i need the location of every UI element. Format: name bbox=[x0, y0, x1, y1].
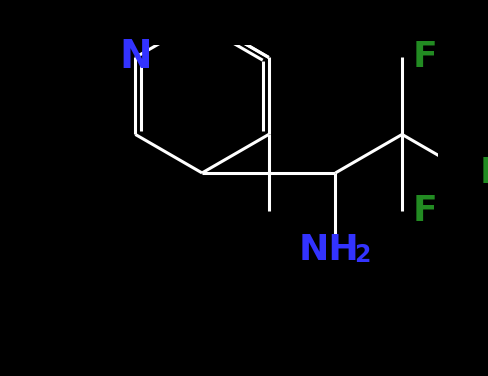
Text: F: F bbox=[413, 194, 438, 229]
Text: F: F bbox=[413, 41, 438, 74]
Text: F: F bbox=[480, 156, 488, 190]
Text: 2: 2 bbox=[354, 243, 370, 267]
Text: NH: NH bbox=[299, 233, 360, 267]
Text: N: N bbox=[119, 38, 152, 76]
